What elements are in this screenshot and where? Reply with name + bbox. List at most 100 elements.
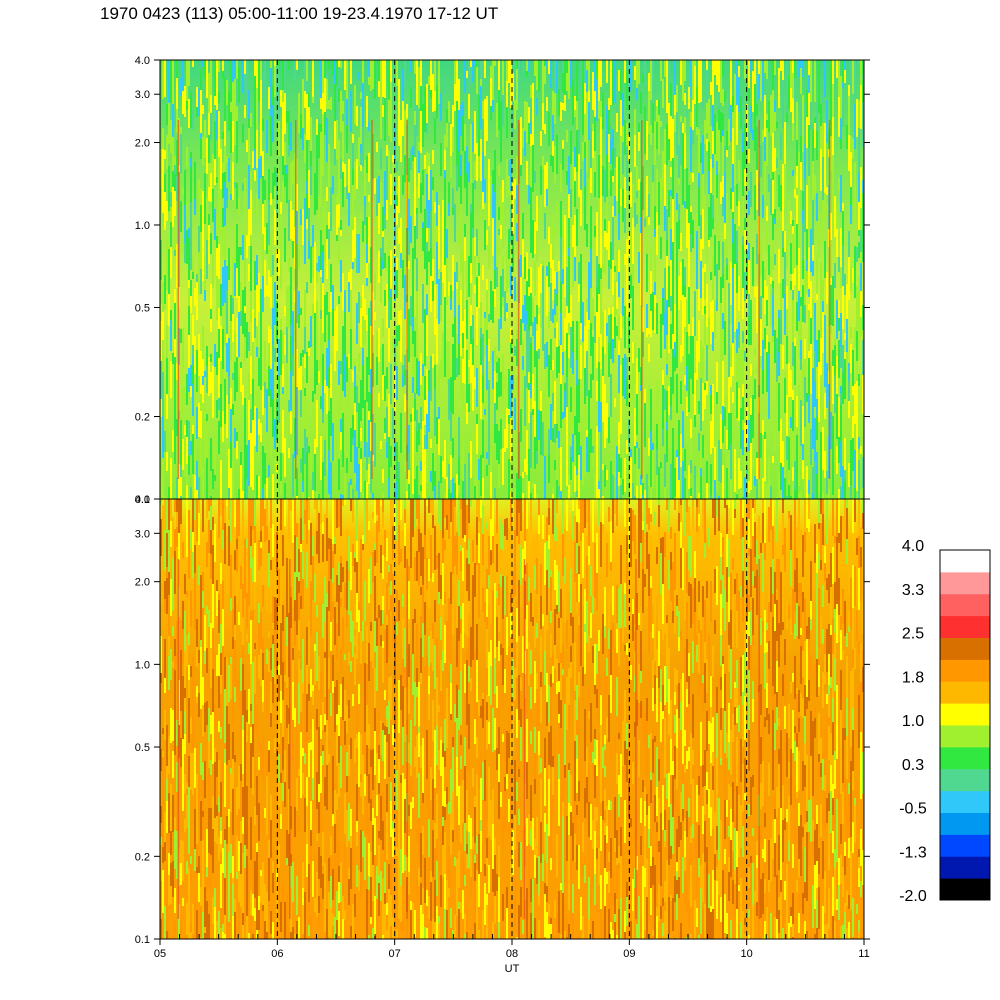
lower-panel-streak bbox=[322, 534, 324, 562]
upper-panel-streak bbox=[664, 164, 666, 206]
upper-panel-streak bbox=[852, 416, 854, 438]
upper-panel-streak bbox=[792, 234, 794, 254]
lower-panel-streak bbox=[314, 644, 316, 651]
upper-panel-streak bbox=[556, 480, 558, 499]
lower-panel-streak bbox=[208, 520, 210, 553]
lower-panel-streak bbox=[300, 669, 302, 712]
upper-panel-streak bbox=[322, 462, 324, 499]
upper-panel-streak bbox=[414, 393, 416, 399]
lower-panel-streak bbox=[210, 579, 212, 623]
upper-panel-streak bbox=[682, 411, 684, 448]
upper-panel-streak bbox=[576, 491, 578, 497]
lower-panel-streak bbox=[204, 567, 206, 580]
upper-panel-streak bbox=[302, 209, 304, 245]
upper-panel-streak bbox=[862, 193, 864, 221]
lower-panel-streak bbox=[338, 562, 340, 585]
upper-panel-streak bbox=[286, 165, 288, 174]
lower-panel-streak bbox=[314, 718, 316, 729]
upper-panel-streak bbox=[726, 258, 728, 265]
upper-panel-streak bbox=[860, 60, 862, 85]
upper-panel-streak bbox=[704, 272, 706, 299]
upper-panel-streak bbox=[622, 249, 624, 288]
upper-panel-streak bbox=[382, 319, 384, 337]
upper-panel-streak bbox=[532, 409, 534, 415]
upper-panel-streak bbox=[228, 338, 230, 376]
upper-panel-streak bbox=[706, 284, 708, 327]
upper-panel-streak bbox=[564, 215, 566, 249]
upper-panel-streak bbox=[460, 204, 462, 247]
upper-panel-streak bbox=[588, 262, 590, 280]
upper-panel-streak bbox=[480, 209, 482, 220]
upper-panel-streak bbox=[480, 419, 482, 455]
lower-panel-streak bbox=[356, 832, 358, 846]
lower-panel-streak bbox=[378, 618, 380, 645]
lower-panel-streak bbox=[282, 499, 284, 535]
upper-panel-streak bbox=[196, 282, 198, 320]
lower-panel-streak bbox=[416, 697, 418, 714]
upper-panel-streak bbox=[510, 492, 512, 499]
upper-panel-streak bbox=[562, 210, 564, 250]
lower-panel-streak bbox=[256, 843, 258, 852]
upper-panel-streak bbox=[498, 464, 500, 489]
upper-panel-streak bbox=[390, 250, 392, 289]
upper-panel-streak bbox=[466, 173, 468, 216]
upper-panel-streak bbox=[356, 447, 358, 491]
upper-panel-streak bbox=[210, 354, 212, 362]
upper-panel-streak bbox=[770, 179, 772, 215]
lower-panel-streak bbox=[224, 499, 226, 523]
lower-panel-streak bbox=[384, 904, 386, 939]
lower-panel-streak bbox=[274, 668, 276, 684]
lower-panel-streak bbox=[344, 654, 346, 660]
lower-panel-streak bbox=[284, 675, 286, 681]
upper-panel-streak bbox=[772, 75, 774, 90]
upper-panel-streak bbox=[568, 335, 570, 358]
lower-panel-streak bbox=[220, 928, 222, 939]
lower-panel-streak bbox=[296, 765, 298, 778]
lower-panel-streak bbox=[240, 874, 242, 907]
lower-panel-streak bbox=[366, 705, 368, 745]
upper-panel-streak bbox=[358, 403, 360, 448]
upper-panel-streak bbox=[666, 335, 668, 364]
upper-panel-streak bbox=[236, 357, 238, 392]
upper-panel-streak bbox=[358, 353, 360, 372]
lower-panel-streak bbox=[426, 766, 428, 779]
lower-panel-streak bbox=[196, 647, 198, 667]
upper-panel-streak bbox=[352, 415, 354, 438]
lower-panel-streak bbox=[332, 602, 334, 619]
upper-panel-streak bbox=[444, 440, 446, 479]
upper-panel-streak bbox=[540, 264, 542, 293]
upper-panel-streak bbox=[210, 60, 212, 95]
upper-panel-streak bbox=[468, 384, 470, 406]
lower-panel-streak bbox=[374, 499, 376, 523]
lower-panel-streak bbox=[380, 499, 382, 506]
lower-panel-streak bbox=[434, 848, 436, 880]
upper-panel-streak bbox=[304, 290, 306, 327]
upper-panel-streak bbox=[674, 304, 676, 342]
upper-panel-streak bbox=[658, 182, 660, 225]
upper-panel-streak bbox=[696, 87, 698, 127]
lower-panel-streak bbox=[324, 622, 326, 652]
upper-panel-streak bbox=[282, 60, 284, 90]
lower-panel-streak bbox=[312, 691, 314, 705]
upper-panel-streak bbox=[732, 403, 734, 421]
upper-panel-streak bbox=[420, 353, 422, 385]
upper-panel-streak bbox=[824, 193, 826, 220]
upper-panel-streak bbox=[860, 104, 862, 129]
upper-panel-streak bbox=[232, 60, 234, 82]
lower-panel-streak bbox=[336, 564, 338, 575]
lower-panel-streak bbox=[442, 714, 444, 720]
upper-panel-streak bbox=[554, 304, 556, 315]
upper-panel-streak bbox=[218, 111, 220, 147]
upper-panel-streak bbox=[254, 406, 256, 446]
upper-panel-streak bbox=[616, 485, 618, 499]
lower-panel-streak bbox=[276, 881, 278, 923]
upper-panel-streak bbox=[308, 446, 310, 453]
upper-panel-streak bbox=[382, 231, 384, 237]
upper-panel-streak bbox=[220, 384, 222, 427]
lower-panel-streak bbox=[252, 724, 254, 757]
upper-panel-streak bbox=[370, 393, 372, 422]
lower-panel-streak bbox=[350, 926, 352, 938]
lower-panel-streak bbox=[160, 636, 162, 673]
upper-panel-streak bbox=[438, 419, 440, 455]
lower-panel-streak bbox=[366, 815, 368, 835]
